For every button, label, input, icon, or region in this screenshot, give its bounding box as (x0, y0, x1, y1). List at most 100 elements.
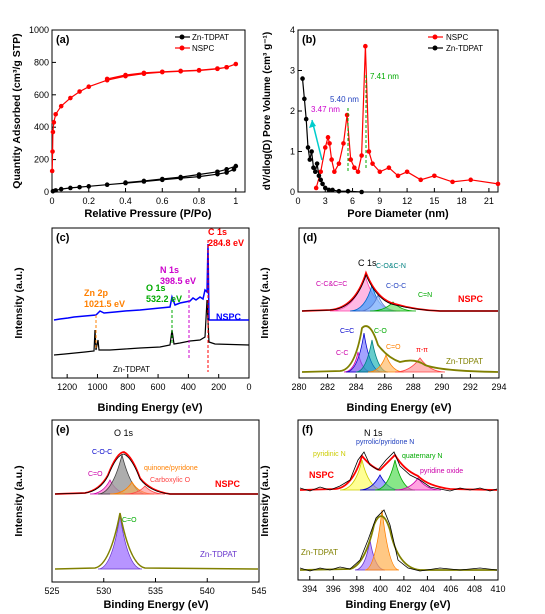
e-label-carbox-nspc: Carboxylic O (150, 477, 191, 484)
data-point (141, 70, 147, 76)
y-tick-label: 0 (44, 187, 49, 197)
e-envelope-zn (54, 512, 259, 570)
x-tick-label: 410 (490, 584, 505, 594)
y-tick-label: 200 (34, 155, 49, 165)
annotation-347: 3.47 nm (311, 105, 340, 114)
legend-label-zn-b: Zn-TDPAT (446, 44, 483, 53)
legend-marker-nspc-b (432, 34, 438, 40)
d-series-zn: Zn-TDPAT (446, 357, 483, 366)
panel-a-ylabel: Quantity Adsorbed (cm³/g STP) (11, 33, 23, 188)
x-tick-label: 402 (396, 584, 411, 594)
x-tick-label: 394 (302, 584, 317, 594)
data-point (305, 145, 311, 150)
x-tick-label: 540 (200, 586, 215, 596)
x-tick-label: 1000 (87, 382, 107, 392)
d-label-co-nspc: C-O&C-N (376, 263, 406, 270)
x-tick-label: 0.8 (193, 196, 206, 206)
panel-a-legend: Zn-TDPAT NSPC (175, 33, 229, 53)
panel-d-label: (d) (303, 232, 317, 244)
data-point (307, 157, 313, 162)
data-point (345, 188, 351, 194)
f-label-quaternary: quaternary N (402, 453, 442, 460)
x-tick-label: 21 (484, 196, 494, 206)
x-tick-label: 0.4 (119, 196, 132, 206)
data-point (178, 68, 183, 74)
panel-b-label: (b) (302, 34, 316, 46)
e-label-coc-nspc: C-O-C (92, 449, 112, 456)
data-point (314, 161, 320, 166)
series-line-0 (315, 46, 499, 189)
e-label-ceqo-nspc: C=O (88, 471, 103, 478)
panel-a-frame (51, 29, 246, 193)
data-point (377, 169, 383, 175)
x-tick-label: 286 (377, 382, 392, 392)
data-point (224, 64, 229, 70)
y-tick-label: 600 (34, 90, 49, 100)
data-point (233, 61, 239, 67)
f-label-pyridinic: pyridinic N (313, 451, 346, 458)
data-point (468, 177, 474, 183)
x-tick-label: 535 (148, 586, 163, 596)
data-point (302, 96, 307, 102)
y-tick-label: 4 (290, 25, 295, 35)
data-point (300, 76, 305, 81)
data-point (450, 179, 455, 185)
f-envelope-nspc (299, 453, 498, 491)
data-point (104, 76, 110, 82)
x-tick-label: 396 (326, 584, 341, 594)
x-tick-label: 400 (181, 382, 196, 392)
x-tick-label: 545 (251, 586, 266, 596)
c-series-zn: Zn-TDPAT (113, 365, 150, 374)
data-point (336, 161, 342, 166)
x-tick-label: 400 (373, 584, 388, 594)
e-envelope-nspc (54, 451, 258, 495)
d-peak-cn-nspc (369, 301, 417, 312)
data-point (68, 95, 73, 101)
data-point (341, 141, 346, 146)
legend-label-nspc: NSPC (192, 44, 214, 53)
survey-line-zn (53, 299, 250, 356)
panel-b-xlabel: Pore Diameter (nm) (347, 208, 449, 220)
c-label-zn2p: Zn 2p (84, 288, 109, 298)
data-point (196, 67, 202, 73)
x-tick-label: 18 (457, 196, 467, 206)
x-tick-label: 406 (443, 584, 458, 594)
d-label-coc-nspc: C-O-C (386, 283, 406, 290)
panel-f-xlabel: Binding Energy (eV) (345, 599, 450, 611)
data-point (322, 145, 328, 150)
panel-c-label: (c) (56, 232, 70, 244)
data-point (318, 177, 324, 183)
data-point (215, 66, 220, 71)
x-tick-label: 12 (402, 196, 412, 206)
f-raw-zn (299, 509, 498, 572)
d-raw-nspc (301, 273, 498, 312)
e-label-quinone-nspc: quinone/pyridone (144, 465, 198, 472)
panel-a: (a) 0 0.2 0.4 0.6 0.8 1 0 200 400 600 800 1000 Zn-T… (11, 25, 246, 220)
f-raw-nspc (299, 451, 498, 492)
data-point (330, 187, 335, 193)
d-envelope-zn (301, 325, 499, 373)
panel-c-ylabel: Intensity (a.u.) (13, 267, 25, 338)
data-point (51, 120, 57, 125)
f-label-oxide: pyridine oxide (420, 468, 463, 475)
f-peak-oxide-nspc (394, 477, 442, 491)
x-tick-label: 530 (96, 586, 111, 596)
d-label-cc-zn: C-C (336, 350, 348, 357)
panel-a-label: (a) (56, 34, 70, 46)
x-tick-label: 600 (151, 382, 166, 392)
c-label-c1s-ev: 284.8 eV (208, 238, 244, 248)
data-point (322, 185, 328, 191)
data-point (196, 172, 202, 177)
y-tick-label: 800 (34, 57, 49, 67)
data-point (159, 176, 165, 182)
data-point (233, 163, 239, 169)
d-label-co-zn: C-O (374, 328, 387, 335)
data-point (58, 103, 64, 109)
data-point (432, 173, 437, 179)
x-tick-label: 525 (44, 586, 59, 596)
f-series-zn: Zn-TDPAT (301, 548, 338, 557)
e-raw-nspc (54, 453, 258, 495)
data-point (329, 157, 334, 162)
panel-f-label: (f) (302, 424, 313, 436)
